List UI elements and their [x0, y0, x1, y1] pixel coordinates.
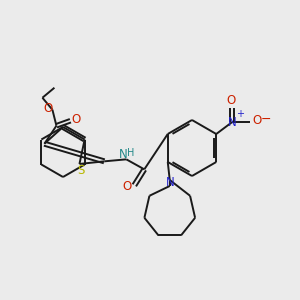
Text: S: S — [77, 164, 84, 178]
Text: O: O — [72, 113, 81, 126]
Text: −: − — [261, 112, 272, 125]
Text: O: O — [253, 115, 262, 128]
Text: O: O — [44, 102, 53, 115]
Text: H: H — [127, 148, 134, 158]
Text: O: O — [226, 94, 236, 107]
Text: N: N — [119, 148, 128, 161]
Text: O: O — [123, 180, 132, 193]
Text: N: N — [165, 176, 174, 188]
Text: N: N — [228, 116, 237, 130]
Text: +: + — [236, 109, 244, 119]
